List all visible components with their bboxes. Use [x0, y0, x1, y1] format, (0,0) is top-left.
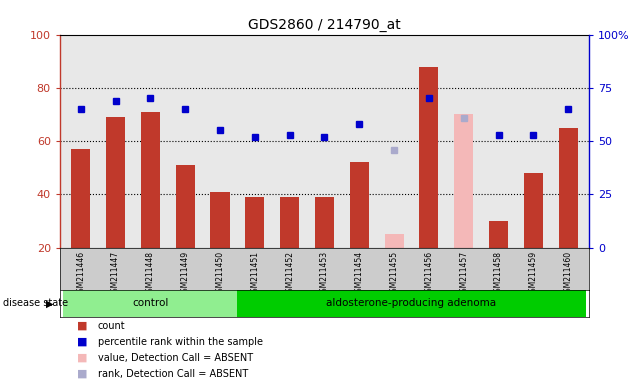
Bar	[350, 162, 369, 248]
Bar	[454, 114, 473, 248]
Bar	[524, 173, 543, 248]
Text: GSM211458: GSM211458	[494, 251, 503, 297]
Bar	[245, 197, 265, 248]
Text: control: control	[132, 298, 169, 308]
Bar	[64, 290, 238, 317]
Text: GSM211446: GSM211446	[76, 251, 85, 297]
Bar	[210, 192, 229, 248]
Text: value, Detection Call = ABSENT: value, Detection Call = ABSENT	[98, 353, 253, 363]
Text: GSM211453: GSM211453	[320, 251, 329, 297]
Text: ■: ■	[77, 353, 87, 363]
Text: GSM211455: GSM211455	[389, 251, 399, 297]
Bar	[71, 149, 90, 248]
Text: GSM211454: GSM211454	[355, 251, 364, 297]
Text: percentile rank within the sample: percentile rank within the sample	[98, 337, 263, 347]
Text: disease state: disease state	[3, 298, 68, 308]
Text: rank, Detection Call = ABSENT: rank, Detection Call = ABSENT	[98, 369, 248, 379]
Bar	[176, 165, 195, 248]
Text: ▶: ▶	[46, 298, 54, 308]
Text: GSM211456: GSM211456	[425, 251, 433, 297]
Text: GSM211448: GSM211448	[146, 251, 155, 297]
Bar	[489, 221, 508, 248]
Bar	[140, 112, 160, 248]
Bar	[315, 197, 334, 248]
Text: count: count	[98, 321, 125, 331]
Bar	[280, 197, 299, 248]
Text: ■: ■	[77, 321, 87, 331]
Text: GSM211447: GSM211447	[111, 251, 120, 297]
Bar	[106, 117, 125, 248]
Text: GSM211449: GSM211449	[181, 251, 190, 297]
Text: ■: ■	[77, 337, 87, 347]
Bar	[384, 234, 404, 248]
Text: aldosterone-producing adenoma: aldosterone-producing adenoma	[326, 298, 496, 308]
Text: ■: ■	[77, 369, 87, 379]
Text: GSM211451: GSM211451	[250, 251, 260, 297]
Bar	[420, 66, 438, 248]
Text: GSM211460: GSM211460	[564, 251, 573, 297]
Text: GSM211457: GSM211457	[459, 251, 468, 297]
Bar	[559, 128, 578, 248]
Text: GSM211459: GSM211459	[529, 251, 538, 297]
Bar	[238, 290, 585, 317]
Text: GSM211452: GSM211452	[285, 251, 294, 297]
Title: GDS2860 / 214790_at: GDS2860 / 214790_at	[248, 18, 401, 32]
Text: GSM211450: GSM211450	[215, 251, 224, 297]
